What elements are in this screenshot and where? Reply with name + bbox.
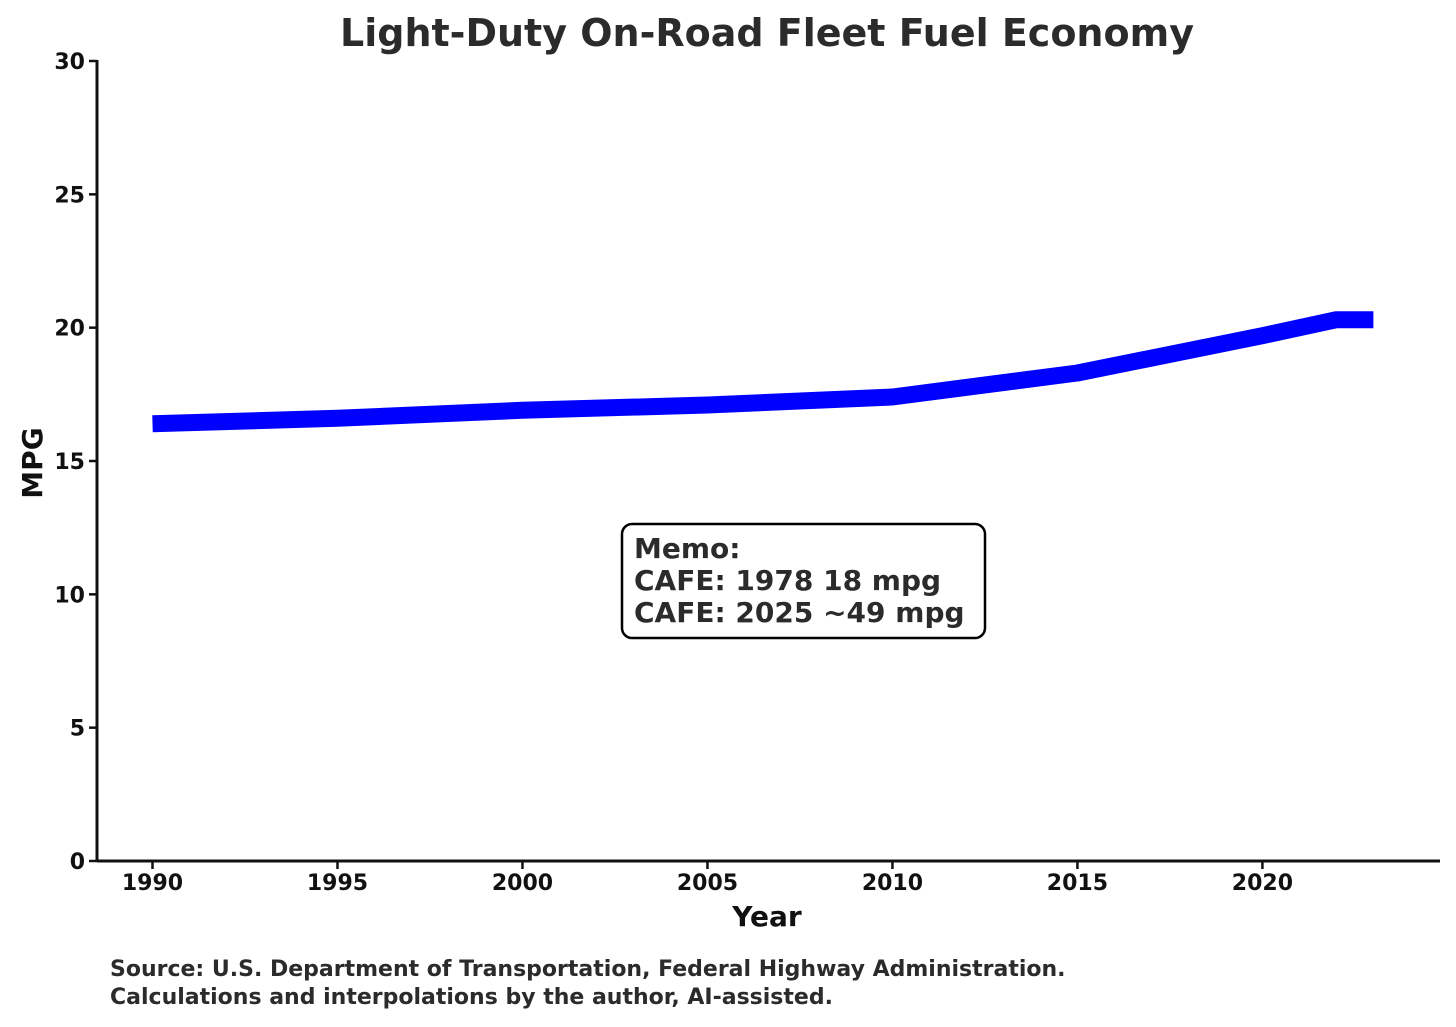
y-ticks: 0 5 10 15 20 25 30 bbox=[54, 50, 97, 875]
y-tick-label: 25 bbox=[54, 183, 85, 208]
y-tick-label: 15 bbox=[54, 450, 85, 475]
source-note: Source: U.S. Department of Transportatio… bbox=[110, 957, 1066, 1010]
x-tick-label: 2015 bbox=[1047, 871, 1108, 896]
memo-line: CAFE: 1978 18 mpg bbox=[634, 564, 941, 597]
memo-annotation: Memo: CAFE: 1978 18 mpg CAFE: 2025 ~49 m… bbox=[620, 522, 987, 640]
source-line: Source: U.S. Department of Transportatio… bbox=[110, 957, 1066, 982]
y-tick-label: 0 bbox=[70, 850, 85, 875]
series-line bbox=[152, 311, 1374, 433]
y-tick-label: 10 bbox=[54, 583, 85, 608]
source-line: Calculations and interpolations by the a… bbox=[110, 985, 833, 1010]
plot-area: 0 5 10 15 20 25 30 1990 1995 2000 2005 2010 2015 202… bbox=[54, 50, 1440, 896]
y-tick-label: 20 bbox=[54, 317, 85, 342]
x-axis-title: Year bbox=[731, 900, 802, 933]
x-tick-label: 2020 bbox=[1232, 871, 1293, 896]
series-layer bbox=[152, 311, 1374, 433]
memo-box bbox=[620, 522, 987, 640]
y-tick-label: 5 bbox=[70, 717, 85, 742]
memo-line: CAFE: 2025 ~49 mpg bbox=[634, 596, 965, 629]
y-tick-label: 30 bbox=[54, 50, 85, 75]
x-tick-label: 1995 bbox=[307, 871, 368, 896]
memo-line: Memo: bbox=[634, 532, 740, 565]
chart-title: Light-Duty On-Road Fleet Fuel Economy bbox=[340, 11, 1194, 55]
x-tick-label: 1990 bbox=[122, 871, 183, 896]
x-tick-label: 2010 bbox=[862, 871, 923, 896]
x-ticks: 1990 1995 2000 2005 2010 2015 2020 bbox=[122, 861, 1293, 896]
x-tick-label: 2005 bbox=[677, 871, 738, 896]
x-tick-label: 2000 bbox=[492, 871, 553, 896]
y-axis-title: MPG bbox=[16, 427, 49, 498]
